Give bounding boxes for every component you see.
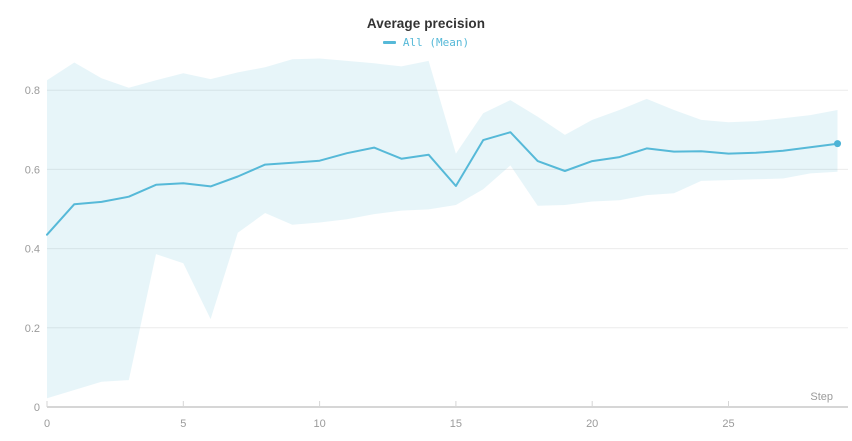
mean-line (46, 131, 839, 236)
x-tick-label: 15 (450, 418, 462, 430)
end-point-marker (834, 140, 842, 148)
y-tick-label: 0.4 (25, 244, 40, 256)
y-tick-label: 0.6 (25, 164, 40, 176)
x-tick-label: 10 (313, 418, 325, 430)
x-tick-label: 20 (586, 418, 598, 430)
x-tick-label: 0 (44, 418, 50, 430)
chart-legend-item[interactable]: All (Mean) (0, 36, 852, 49)
y-tick-label: 0.8 (25, 85, 40, 97)
y-tick-label: 0.2 (25, 323, 40, 335)
y-tick-label: 0 (34, 402, 40, 414)
chart-title: Average precision (366, 16, 486, 31)
x-tick-label: 25 (722, 418, 734, 430)
legend-line-swatch (382, 41, 396, 44)
x-axis-label: Step (810, 391, 833, 403)
x-tick-label: 5 (180, 418, 186, 430)
legend-label: All (Mean) (402, 36, 470, 49)
minmax-band-area (47, 58, 838, 399)
